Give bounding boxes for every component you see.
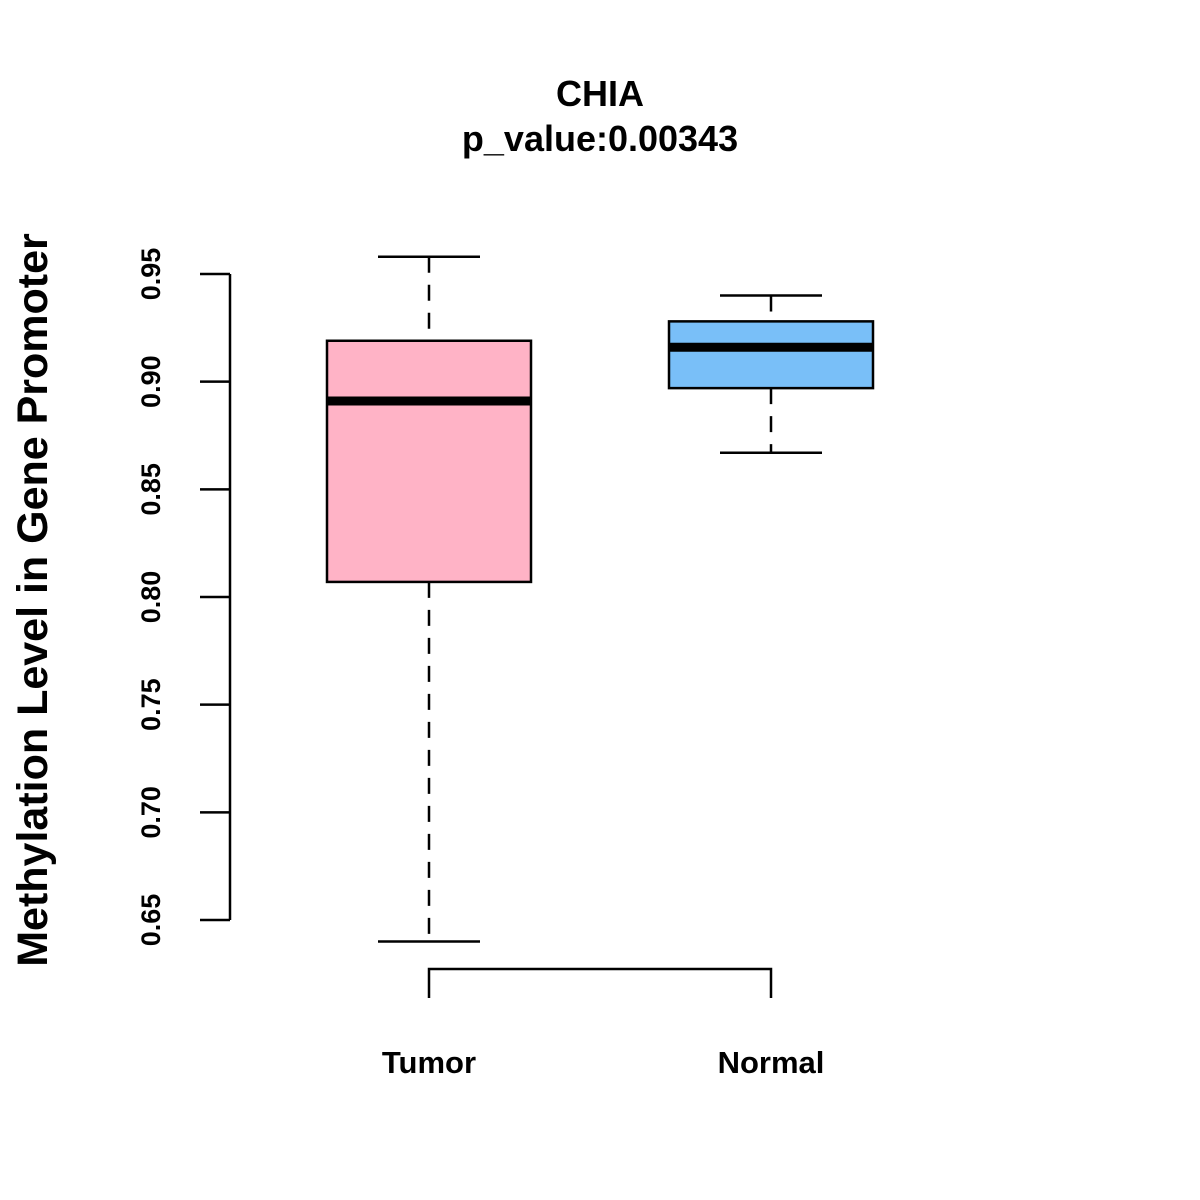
bracket-line <box>427 967 773 998</box>
x-axis-categories: Tumor Normal <box>382 1045 824 1080</box>
y-tick-label: 0.70 <box>136 786 166 839</box>
comparison-bracket <box>427 967 773 998</box>
category-label-tumor: Tumor <box>382 1045 476 1080</box>
y-tick-label: 0.65 <box>136 894 166 947</box>
box-layer <box>325 255 875 943</box>
iqr-box <box>325 339 533 584</box>
box-tumor <box>325 255 533 943</box>
box-normal <box>667 294 875 454</box>
iqr-box <box>667 320 875 390</box>
y-tick-label: 0.80 <box>136 571 166 624</box>
category-label-normal: Normal <box>718 1045 825 1080</box>
y-tick-label: 0.75 <box>136 678 166 731</box>
y-tick-label: 0.95 <box>136 248 166 301</box>
y-tick-label: 0.90 <box>136 355 166 408</box>
y-tick-label: 0.85 <box>136 463 166 516</box>
chart-subtitle: p_value:0.00343 <box>462 118 738 159</box>
y-axis-label: Methylation Level in Gene Promoter <box>9 233 57 967</box>
chart-title: CHIA <box>556 73 644 114</box>
y-axis: 0.65 0.70 0.75 0.80 0.85 0.90 0.95 <box>136 248 232 947</box>
